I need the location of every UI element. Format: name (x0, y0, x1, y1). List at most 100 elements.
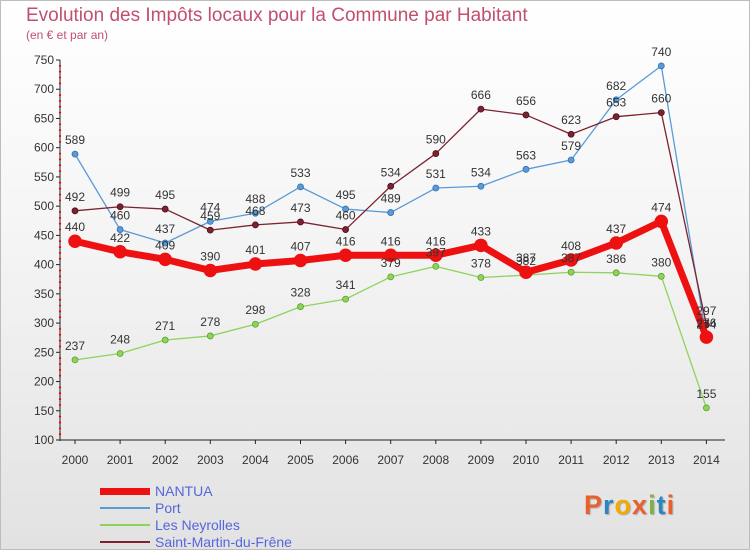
y-minor-tick (58, 181, 62, 184)
data-point-nantua (158, 252, 172, 267)
y-minor-tick (58, 158, 62, 161)
data-point-nantua (654, 214, 669, 229)
data-label-saint-martin-du-frene: 297 (696, 304, 716, 318)
data-point-port (161, 239, 169, 247)
x-tick-label: 2000 (62, 453, 89, 467)
data-point-nantua (338, 248, 353, 263)
y-minor-tick (58, 164, 62, 167)
data-point-saint-martin-du-frene (477, 105, 485, 113)
data-label-port: 682 (606, 79, 626, 93)
data-point-les-neyrolles (297, 303, 304, 311)
data-label-saint-martin-du-frene: 653 (606, 96, 626, 110)
data-point-saint-martin-du-frene (342, 226, 350, 233)
x-tick-label: 2014 (693, 453, 720, 467)
data-label-saint-martin-du-frene: 468 (245, 204, 265, 218)
x-tick-label: 2005 (287, 453, 314, 467)
data-label-nantua: 416 (426, 234, 446, 248)
data-point-nantua (699, 330, 714, 344)
data-point-les-neyrolles (703, 404, 710, 412)
data-label-port: 531 (426, 167, 446, 181)
y-minor-tick (58, 310, 62, 313)
data-point-nantua (113, 245, 127, 259)
data-point-les-neyrolles (477, 274, 485, 281)
data-label-saint-martin-du-frene: 534 (381, 165, 401, 179)
data-label-les-neyrolles: 271 (155, 319, 175, 333)
data-point-saint-martin-du-frene (161, 205, 169, 213)
data-label-les-neyrolles: 382 (516, 254, 536, 268)
data-label-port: 495 (336, 188, 356, 202)
data-label-les-neyrolles: 397 (426, 245, 446, 259)
logo-letter: P (584, 490, 604, 520)
data-label-saint-martin-du-frene: 492 (65, 190, 85, 204)
data-point-les-neyrolles (206, 332, 214, 340)
y-minor-tick (58, 169, 62, 173)
y-minor-tick (58, 374, 62, 377)
data-label-saint-martin-du-frene: 459 (200, 209, 220, 223)
data-label-nantua: 401 (245, 243, 265, 257)
y-tick-label: 550 (34, 170, 54, 184)
y-tick-label: 500 (34, 199, 54, 213)
y-tick-label: 200 (34, 375, 54, 389)
data-point-port (116, 226, 124, 233)
legend-label: Saint-Martin-du-Frêne (155, 534, 292, 550)
data-label-port: 740 (651, 45, 671, 59)
data-point-les-neyrolles (251, 320, 259, 328)
y-minor-tick (58, 228, 62, 231)
data-label-nantua: 474 (651, 200, 671, 214)
data-label-port: 274 (696, 317, 716, 331)
y-tick-label: 150 (34, 404, 54, 418)
y-minor-tick (58, 251, 62, 255)
y-minor-tick (58, 327, 62, 331)
data-point-les-neyrolles (657, 272, 665, 280)
y-minor-tick (58, 222, 62, 225)
y-minor-tick (58, 193, 62, 196)
y-minor-tick (58, 392, 62, 395)
data-label-saint-martin-du-frene: 660 (651, 92, 671, 106)
data-point-port (567, 156, 575, 164)
y-minor-tick (58, 281, 62, 284)
x-tick-label: 2004 (242, 453, 269, 467)
data-point-port (206, 217, 214, 225)
data-label-port: 533 (290, 166, 310, 180)
data-point-nantua (68, 234, 82, 248)
y-minor-tick (58, 368, 62, 371)
logo-letter: o (614, 490, 633, 520)
data-label-les-neyrolles: 378 (471, 256, 491, 270)
y-minor-tick (58, 216, 62, 219)
data-label-port: 474 (200, 200, 220, 214)
y-minor-tick (58, 403, 62, 407)
data-point-saint-martin-du-frene (522, 111, 530, 119)
proxiti-logo: Proxiti (584, 490, 675, 521)
y-tick-label: 250 (34, 345, 54, 359)
y-minor-tick (58, 415, 62, 418)
y-minor-tick (58, 427, 62, 430)
data-label-nantua: 409 (155, 238, 175, 252)
y-minor-tick (58, 386, 62, 389)
data-point-port (657, 62, 665, 70)
y-minor-tick (58, 210, 62, 214)
data-label-saint-martin-du-frene: 499 (110, 186, 130, 200)
y-minor-tick (58, 64, 62, 67)
y-minor-tick (58, 433, 62, 436)
data-point-nantua (203, 263, 218, 278)
chart-subtitle: (en € et par an) (26, 28, 109, 42)
logo-letter: i (666, 490, 676, 520)
data-label-port: 589 (65, 133, 85, 147)
y-minor-tick (58, 286, 62, 290)
x-tick-label: 2003 (197, 453, 224, 467)
y-minor-tick (58, 333, 62, 336)
data-point-saint-martin-du-frene (251, 221, 259, 229)
y-minor-tick (58, 269, 62, 272)
data-point-les-neyrolles (71, 356, 79, 364)
y-minor-tick (58, 82, 62, 85)
data-point-les-neyrolles (387, 273, 395, 281)
data-label-les-neyrolles: 298 (245, 303, 265, 317)
y-minor-tick (58, 257, 62, 260)
y-minor-tick (58, 129, 62, 132)
data-point-port (71, 150, 79, 158)
y-minor-tick (58, 105, 62, 108)
data-point-saint-martin-du-frene (657, 109, 665, 117)
y-tick-label: 750 (34, 53, 54, 67)
data-point-nantua (609, 236, 623, 250)
data-label-les-neyrolles: 379 (381, 256, 401, 270)
